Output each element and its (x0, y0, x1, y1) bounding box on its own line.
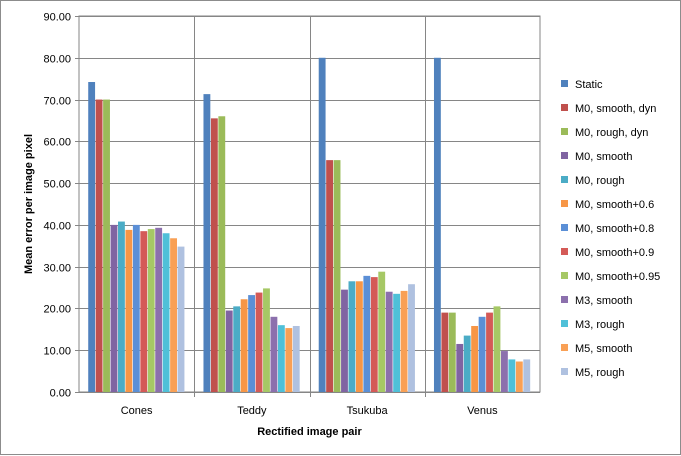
bar (508, 359, 516, 392)
x-tick-label: Tsukuba (347, 405, 389, 417)
y-tick-label: 0.00 (50, 388, 71, 400)
legend-swatch (561, 104, 568, 111)
legend-label: M0, smooth+0.95 (575, 271, 660, 283)
legend-swatch (561, 224, 568, 231)
legend-label: M0, smooth+0.8 (575, 223, 654, 235)
bar (210, 118, 218, 393)
bar (170, 238, 177, 392)
bar (248, 295, 255, 392)
bar (333, 160, 341, 392)
x-tick-label: Teddy (237, 405, 267, 417)
bar (393, 293, 401, 392)
bar (326, 160, 334, 392)
legend-swatch (561, 296, 568, 303)
bar (370, 277, 378, 392)
legend-swatch (561, 248, 568, 255)
bar (341, 289, 348, 392)
bar (515, 361, 523, 392)
bar (385, 291, 393, 392)
bar (363, 275, 371, 392)
bar (463, 335, 471, 392)
bar (285, 328, 293, 392)
y-tick-label: 30.00 (43, 263, 71, 275)
legend-swatch (561, 128, 568, 135)
legend-label: M0, smooth (575, 151, 632, 163)
legend-label: M3, smooth (575, 295, 632, 307)
legend-swatch (561, 272, 568, 279)
bar (162, 233, 170, 392)
bar (177, 246, 185, 392)
legend-label: M0, rough (575, 175, 625, 187)
legend-label: M0, rough, dyn (575, 127, 648, 139)
bar (103, 99, 110, 392)
bar (493, 306, 501, 392)
bar (448, 312, 456, 392)
bar (233, 306, 241, 392)
y-tick-label: 50.00 (43, 179, 71, 191)
legend-label: M5, smooth (575, 343, 632, 355)
legend-swatch (561, 80, 568, 87)
x-axis-title: Rectified image pair (257, 426, 362, 438)
bar (478, 316, 486, 392)
bar (318, 57, 326, 392)
y-tick-label: 40.00 (43, 221, 71, 233)
bar (88, 82, 96, 392)
bar (240, 299, 248, 392)
bar (270, 316, 278, 392)
legend-label: M0, smooth+0.6 (575, 199, 654, 211)
legend-swatch (561, 176, 568, 183)
bars (88, 57, 531, 393)
legend-label: M3, rough (575, 319, 625, 331)
legend-swatch (561, 344, 568, 351)
bar (155, 227, 163, 392)
bar (500, 351, 508, 392)
legend: Static M0, smooth, dyn M0, rough, dyn M0, s… (561, 79, 660, 379)
bar (348, 281, 356, 392)
legend-label: M0, smooth+0.9 (575, 247, 654, 259)
legend-swatch (561, 320, 568, 327)
x-tick-label: Cones (121, 405, 153, 417)
bar (292, 325, 300, 392)
y-tick-label: 70.00 (43, 96, 71, 108)
bar (400, 290, 408, 392)
axes: 0.00 10.00 20.00 30.00 40.00 50.00 60.00 70.00 8… (43, 12, 498, 418)
bar (147, 229, 155, 392)
bar (125, 229, 133, 392)
legend-swatch (561, 368, 568, 375)
legend-label: M5, rough (575, 367, 625, 379)
bar (203, 94, 211, 393)
y-tick-label: 20.00 (43, 304, 71, 316)
bar (225, 310, 233, 392)
legend-swatch (561, 152, 568, 159)
legend-swatch (561, 200, 568, 207)
bar (441, 312, 449, 392)
bar (378, 271, 386, 392)
bar (486, 312, 493, 392)
bar (523, 359, 531, 392)
bar (433, 57, 441, 392)
bar (118, 221, 125, 392)
x-tick-label: Venus (467, 405, 498, 417)
y-axis-title: Mean error per image pixel (23, 134, 35, 274)
bar (277, 325, 285, 392)
bar (110, 224, 118, 392)
bar (456, 343, 464, 392)
bar (218, 116, 226, 393)
bar (140, 231, 148, 392)
y-tick-label: 10.00 (43, 346, 71, 358)
y-tick-label: 90.00 (43, 12, 71, 24)
bar (408, 284, 415, 392)
y-tick-label: 80.00 (43, 54, 71, 66)
bar (471, 325, 479, 392)
bar (263, 288, 270, 392)
bar (95, 99, 103, 392)
legend-label: M0, smooth, dyn (575, 103, 656, 115)
bar (255, 292, 263, 392)
bar (132, 224, 140, 392)
legend-label: Static (575, 79, 603, 91)
bar (355, 281, 363, 392)
y-tick-label: 60.00 (43, 137, 71, 149)
